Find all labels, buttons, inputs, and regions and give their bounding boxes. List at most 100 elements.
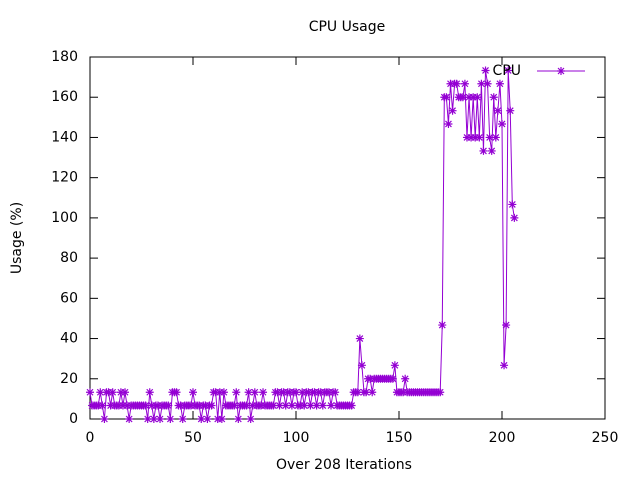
plot-border <box>89 56 606 420</box>
data-marker <box>166 415 175 423</box>
data-marker <box>448 106 457 115</box>
y-tick-label: 100 <box>51 210 78 226</box>
data-marker <box>273 388 282 397</box>
data-marker <box>462 133 471 142</box>
x-tick-label: 50 <box>184 430 202 446</box>
chart-title: CPU Usage <box>309 19 386 35</box>
data-marker <box>504 66 513 75</box>
data-marker <box>436 388 445 397</box>
data-marker <box>485 133 494 142</box>
data-marker <box>259 388 268 397</box>
data-marker <box>388 374 397 383</box>
data-marker <box>118 401 127 410</box>
data-marker <box>123 401 132 410</box>
data-marker <box>94 401 103 410</box>
data-marker <box>147 401 156 410</box>
data-marker <box>234 415 243 423</box>
data-marker <box>489 93 498 102</box>
data-marker <box>106 401 115 410</box>
data-marker <box>306 401 315 410</box>
data-marker <box>479 146 488 155</box>
data-marker <box>491 133 500 142</box>
data-marker <box>108 388 117 397</box>
data-marker <box>156 415 165 423</box>
data-marker <box>473 93 482 102</box>
data-marker <box>506 106 515 115</box>
data-marker <box>207 401 216 410</box>
legend-label: CPU <box>493 63 521 79</box>
data-marker <box>444 119 453 128</box>
data-marker <box>279 388 288 397</box>
y-tick-label: 140 <box>51 129 78 145</box>
data-marker <box>176 401 185 410</box>
data-marker <box>298 388 307 397</box>
data-marker <box>399 388 408 397</box>
data-marker <box>390 361 399 370</box>
data-marker <box>475 133 484 142</box>
data-marker <box>232 388 241 397</box>
data-marker <box>121 388 130 397</box>
x-tick-label: 0 <box>86 430 95 446</box>
y-tick-label: 180 <box>51 49 78 65</box>
data-marker <box>481 66 490 75</box>
data-marker <box>467 133 476 142</box>
data-marker <box>324 388 333 397</box>
data-marker <box>178 415 187 423</box>
data-marker <box>242 401 251 410</box>
data-marker <box>256 401 265 410</box>
y-axis-label: Usage (%) <box>9 202 25 274</box>
legend-marker <box>557 67 565 75</box>
y-tick-label: 60 <box>60 290 78 306</box>
data-marker <box>487 146 496 155</box>
data-marker <box>300 401 309 410</box>
data-marker <box>248 401 257 410</box>
data-marker <box>508 200 517 209</box>
data-marker <box>219 388 228 397</box>
data-marker <box>275 401 284 410</box>
data-marker <box>347 401 356 410</box>
data-marker <box>213 415 222 423</box>
data-marker <box>164 401 173 410</box>
data-marker <box>86 388 94 397</box>
data-marker <box>304 388 313 397</box>
data-marker <box>292 388 300 397</box>
data-marker <box>312 401 321 410</box>
data-marker <box>316 388 325 397</box>
data-marker <box>143 415 152 423</box>
data-marker <box>310 388 319 397</box>
data-marker <box>452 79 461 88</box>
data-marker <box>438 321 447 330</box>
data-marker <box>469 93 478 102</box>
data-marker <box>203 415 212 423</box>
data-marker <box>366 374 375 383</box>
data-marker <box>211 388 220 397</box>
data-marker <box>141 401 150 410</box>
data-marker <box>327 401 336 410</box>
data-marker <box>149 415 158 423</box>
data-marker <box>355 334 364 343</box>
data-marker <box>296 401 305 410</box>
data-marker <box>96 388 105 397</box>
x-tick-label: 200 <box>489 430 516 446</box>
data-marker <box>500 361 509 370</box>
data-marker <box>446 79 455 88</box>
data-marker <box>116 388 125 397</box>
data-marker <box>201 401 210 410</box>
data-marker <box>186 401 195 410</box>
data-marker <box>98 401 107 410</box>
data-marker <box>215 388 224 397</box>
data-marker <box>114 401 123 410</box>
data-marker <box>401 374 410 383</box>
data-marker <box>502 321 511 330</box>
data-marker <box>353 388 362 397</box>
y-tick-label: 40 <box>60 331 78 347</box>
data-marker <box>125 415 134 423</box>
data-marker <box>189 388 197 397</box>
data-marker <box>285 388 294 397</box>
data-marker <box>197 415 206 423</box>
data-marker <box>498 119 506 128</box>
data-marker <box>483 79 492 88</box>
x-tick-label: 100 <box>283 430 310 446</box>
data-marker <box>172 388 181 397</box>
data-marker <box>100 415 109 423</box>
